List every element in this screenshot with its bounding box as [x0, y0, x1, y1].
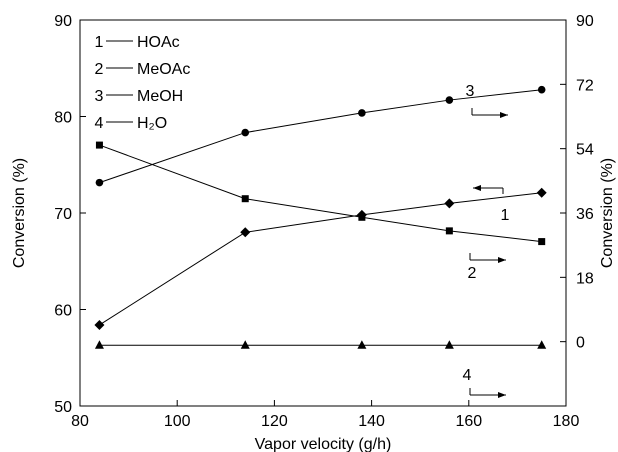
series-4: 4 — [94, 340, 547, 398]
series-number-label: 1 — [501, 207, 510, 224]
legend: 1 HOAc 2 MeOAc 3 MeOH 4 H₂O — [95, 34, 191, 132]
legend-label: HOAc — [137, 34, 180, 51]
right-arrow-icon — [469, 253, 506, 263]
legend-number: 2 — [95, 61, 104, 78]
arrow-head — [473, 185, 481, 191]
triangle-marker — [357, 340, 367, 349]
diamond-marker — [444, 198, 455, 209]
y-left-tick-label: 50 — [54, 399, 72, 416]
legend-label: MeOH — [137, 88, 183, 105]
triangle-marker — [444, 340, 454, 349]
axis-ticks: 80 100 120 140 160 180 50 60 70 80 90 0 18 36 54 72 90 — [54, 13, 594, 430]
legend-number: 4 — [95, 115, 104, 132]
circle-marker — [241, 128, 250, 137]
series-3: 3 — [95, 83, 546, 187]
x-tick-label: 100 — [164, 413, 191, 430]
triangle-marker — [240, 340, 250, 349]
triangle-marker — [94, 340, 104, 349]
legend-label: MeOAc — [137, 61, 190, 78]
legend-number: 1 — [95, 34, 104, 51]
y-left-tick-label: 60 — [54, 303, 72, 320]
y-left-tick-label: 90 — [54, 13, 72, 30]
right-arrow-icon — [469, 388, 506, 398]
circle-marker — [358, 109, 366, 117]
y-axis-left-title: Conversion (%) — [11, 158, 28, 268]
series-number-label: 2 — [468, 265, 477, 282]
x-tick-label: 120 — [261, 413, 288, 430]
square-marker — [358, 213, 366, 221]
y-left-tick-label: 80 — [54, 110, 72, 127]
left-arrow-icon — [473, 185, 504, 194]
y-right-tick-label: 54 — [576, 142, 594, 159]
y-right-tick-label: 90 — [576, 13, 594, 30]
y-right-tick-label: 0 — [576, 335, 585, 352]
y-right-tick-label: 18 — [576, 270, 594, 287]
circle-marker — [95, 178, 104, 187]
series-number-label: 3 — [466, 83, 475, 100]
x-axis-title: Vapor velocity (g/h) — [255, 436, 392, 452]
series-2: 2 — [95, 141, 546, 282]
circle-marker — [537, 85, 546, 94]
x-tick-label: 180 — [553, 413, 580, 430]
x-tick-label: 80 — [71, 413, 89, 430]
arrow-head — [498, 392, 506, 398]
legend-label: H₂O — [137, 115, 167, 132]
series-layer: 1 2 3 4 — [94, 83, 547, 398]
square-marker — [445, 227, 453, 235]
diamond-marker — [536, 187, 547, 198]
x-tick-label: 140 — [358, 413, 385, 430]
circle-marker — [445, 96, 454, 104]
series-1: 1 — [94, 185, 547, 330]
right-arrow-icon — [471, 108, 508, 118]
arrow-head — [500, 112, 508, 118]
square-marker — [538, 238, 546, 246]
diamond-marker — [240, 227, 251, 238]
legend-number: 3 — [95, 88, 104, 105]
y-right-tick-label: 72 — [576, 77, 594, 94]
diamond-marker — [94, 319, 105, 330]
series-line — [99, 192, 542, 326]
y-axis-right-title: Conversion (%) — [599, 158, 616, 268]
y-right-tick-label: 36 — [576, 206, 594, 223]
arrow-head — [498, 257, 506, 263]
triangle-marker — [537, 340, 547, 349]
square-marker — [95, 141, 103, 149]
series-number-label: 4 — [463, 367, 472, 384]
x-tick-label: 160 — [455, 413, 482, 430]
square-marker — [241, 195, 249, 203]
y-left-tick-label: 70 — [54, 206, 72, 223]
